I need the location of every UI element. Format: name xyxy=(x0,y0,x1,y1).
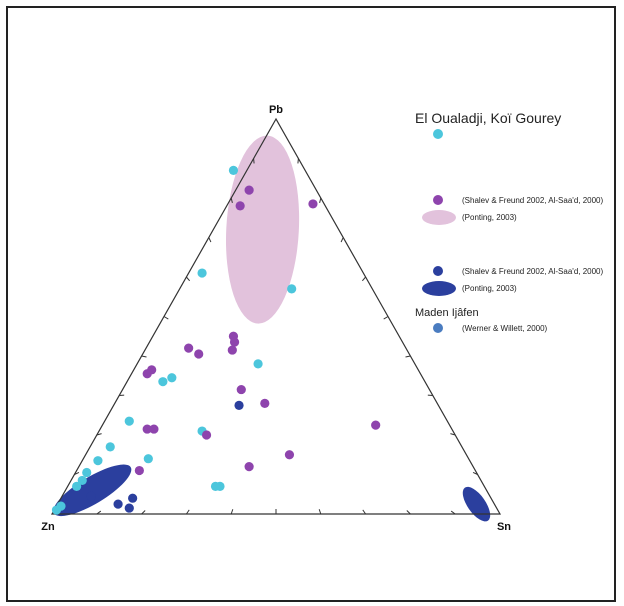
legend-marker-purple xyxy=(433,195,443,205)
tick-0-2 xyxy=(185,509,190,515)
tick-2-1 xyxy=(230,197,233,203)
el-oualadji-point-6 xyxy=(124,416,134,426)
legend-label-purple: (Shalev & Freund 2002, Al-Saa'd, 2000) xyxy=(462,196,604,205)
figure-frame xyxy=(6,6,616,602)
purple-points-point-0 xyxy=(244,185,254,195)
tick-2-3 xyxy=(186,276,191,282)
purple-points-point-18 xyxy=(134,465,144,476)
tick-2-4 xyxy=(163,316,169,320)
purple-points-point-15 xyxy=(201,430,212,440)
el-oualadji-point-13 xyxy=(72,481,82,491)
navy-field-1 xyxy=(53,464,132,517)
tick-1-3 xyxy=(405,355,411,358)
points-layer xyxy=(51,165,381,515)
tick-0-8 xyxy=(450,510,456,515)
tick-2-8 xyxy=(74,471,80,475)
purple-points-point-5 xyxy=(227,345,237,355)
navy-points-point-1 xyxy=(86,491,96,501)
legend-title-el-oualadji: El Oualadji, Koï Gourey xyxy=(415,110,562,126)
tick-marks xyxy=(74,158,478,515)
tick-1-6 xyxy=(340,237,344,243)
purple-points-point-11 xyxy=(260,398,270,408)
tick-0-3 xyxy=(230,509,234,515)
purple-points-point-14 xyxy=(149,424,159,434)
legend-marker-steel xyxy=(433,323,443,333)
tick-2-7 xyxy=(96,433,102,436)
legend-marker-cyan xyxy=(433,129,443,139)
tick-0-1 xyxy=(141,510,146,515)
legend-label-maden: (Werner & Willett, 2000) xyxy=(462,324,548,333)
purple-points-point-13 xyxy=(142,424,152,434)
purple-points-point-1 xyxy=(235,201,245,211)
purple-points-point-12 xyxy=(371,420,381,430)
fields-layer xyxy=(53,135,491,522)
tick-2-5 xyxy=(141,355,147,358)
el-oualadji-point-2 xyxy=(287,284,297,294)
tick-1-1 xyxy=(450,433,456,436)
el-oualadji-point-8 xyxy=(105,442,115,452)
legend-marker-navy-field xyxy=(422,281,456,296)
legend-label-pink-field: (Ponting, 2003) xyxy=(462,213,517,222)
tick-0-5 xyxy=(318,509,322,515)
el-oualadji-point-15 xyxy=(210,481,221,491)
navy-points-point-0 xyxy=(234,400,244,410)
vertex-label-sn: Sn xyxy=(497,521,511,533)
tick-2-2 xyxy=(208,237,212,243)
pink-field-0 xyxy=(225,135,300,324)
legend-label-navy-field: (Ponting, 2003) xyxy=(462,284,517,293)
purple-points-point-7 xyxy=(194,349,204,359)
el-oualadji-point-11 xyxy=(82,467,92,478)
legend-label-navy: (Shalev & Freund 2002, Al-Saa'd, 2000) xyxy=(462,267,604,276)
tick-1-5 xyxy=(361,276,366,282)
purple-points-point-16 xyxy=(284,450,295,460)
purple-points-point-17 xyxy=(244,462,254,472)
vertex-label-zn: Zn xyxy=(41,521,55,533)
purple-points-point-4 xyxy=(229,337,240,347)
el-oualadji-point-1 xyxy=(197,268,207,278)
legend-heading-maden: Maden Ijâfen xyxy=(415,307,479,319)
navy-points-point-4 xyxy=(124,503,134,513)
el-oualadji-point-9 xyxy=(93,456,103,466)
purple-points-point-9 xyxy=(142,369,152,379)
el-oualadji-point-4 xyxy=(167,373,177,383)
tick-1-4 xyxy=(383,316,389,320)
purple-points-point-6 xyxy=(184,343,194,353)
tick-0-0 xyxy=(96,510,102,515)
navy-field-2 xyxy=(462,486,491,522)
el-oualadji-point-17 xyxy=(51,505,62,515)
vertex-label-pb: Pb xyxy=(269,104,283,116)
tick-0-7 xyxy=(406,510,411,515)
el-oualadji-point-10 xyxy=(143,454,153,464)
el-oualadji-point-3 xyxy=(253,359,263,369)
legend-marker-pink-field xyxy=(422,210,456,225)
tick-1-7 xyxy=(319,197,322,203)
purple-points-point-10 xyxy=(236,384,246,395)
navy-points-point-2 xyxy=(128,493,138,503)
legend-marker-navy xyxy=(433,266,443,276)
el-oualadji-point-0 xyxy=(228,165,239,175)
tick-1-0 xyxy=(472,471,478,475)
el-oualadji-point-5 xyxy=(158,377,168,387)
el-oualadji-point-12 xyxy=(77,475,87,486)
navy-points-point-3 xyxy=(113,499,123,509)
tick-0-6 xyxy=(362,509,367,515)
purple-points-point-2 xyxy=(308,199,318,209)
